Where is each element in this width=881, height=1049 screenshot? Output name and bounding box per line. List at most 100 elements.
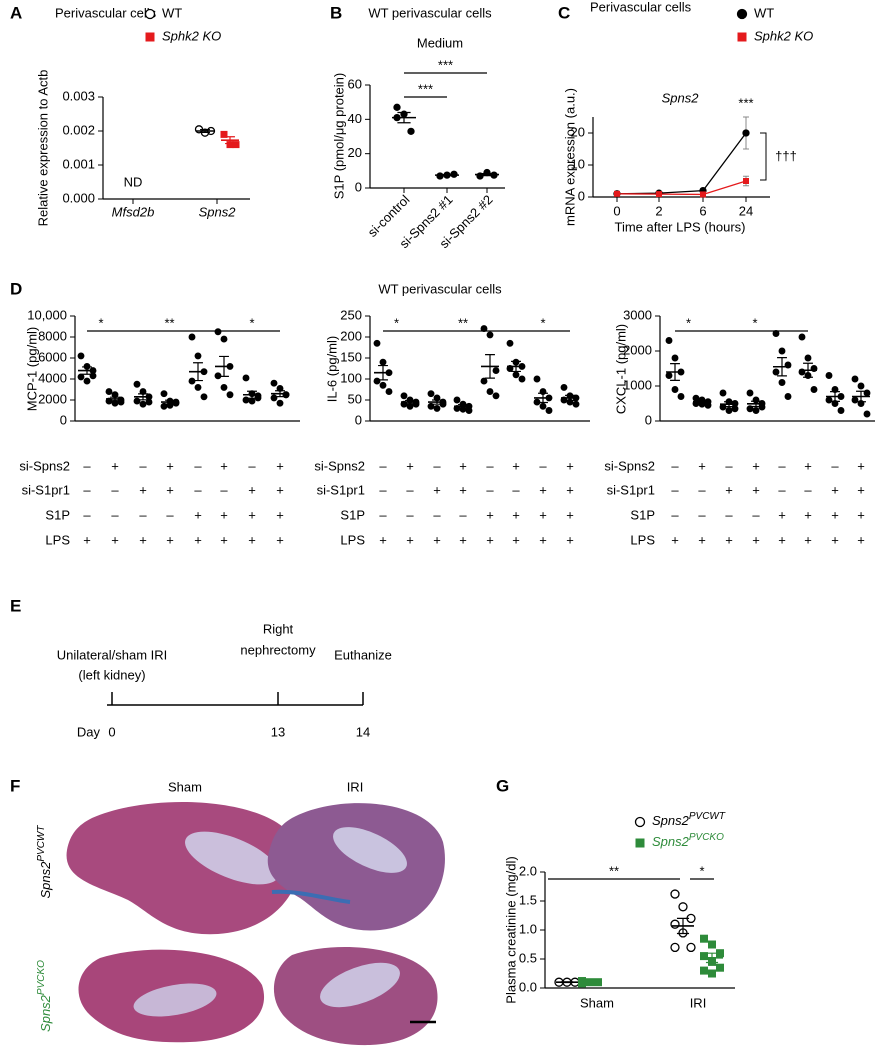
condition-mark: – bbox=[111, 482, 119, 497]
condition-mark: + bbox=[566, 458, 574, 473]
condition-mark: + bbox=[512, 532, 520, 547]
data-point bbox=[220, 130, 228, 138]
y-tick-label: 8000 bbox=[38, 328, 67, 343]
y-tick-label: 40 bbox=[348, 111, 362, 126]
condition-label: LPS bbox=[45, 532, 70, 547]
condition-mark: – bbox=[379, 507, 387, 522]
condition-mark: + bbox=[166, 532, 174, 547]
panel-label: C bbox=[558, 3, 570, 22]
y-tick-label: 10 bbox=[571, 156, 585, 171]
data-point bbox=[752, 407, 760, 414]
data-point bbox=[700, 966, 708, 975]
error-bar bbox=[670, 363, 680, 381]
error-bar bbox=[485, 354, 495, 379]
error-bar bbox=[165, 399, 175, 405]
error-bar bbox=[697, 400, 707, 404]
panel-label: F bbox=[10, 776, 20, 795]
error-bar bbox=[138, 393, 148, 401]
y-tick-label: 3000 bbox=[623, 307, 652, 322]
data-point bbox=[533, 375, 541, 383]
condition-mark: + bbox=[539, 507, 547, 522]
data-point bbox=[772, 330, 780, 337]
condition-mark: + bbox=[804, 458, 812, 473]
data-point bbox=[160, 390, 168, 398]
y-tick-label: 20 bbox=[348, 145, 362, 160]
condition-mark: + bbox=[220, 507, 228, 522]
data-point bbox=[242, 374, 250, 382]
error-bar bbox=[583, 981, 597, 984]
error-bar bbox=[275, 390, 285, 398]
kidney-pelvis bbox=[333, 827, 407, 873]
data-point bbox=[671, 386, 679, 393]
data-point bbox=[656, 191, 662, 198]
data-point bbox=[851, 375, 859, 383]
condition-mark: – bbox=[406, 482, 414, 497]
error-bar bbox=[110, 396, 120, 402]
error-bar bbox=[480, 172, 494, 177]
condition-label: S1P bbox=[630, 507, 655, 522]
data-point bbox=[545, 407, 553, 414]
error-bar bbox=[219, 355, 229, 377]
data-point bbox=[194, 383, 202, 391]
condition-mark: + bbox=[725, 532, 733, 547]
data-point bbox=[407, 127, 415, 136]
y-tick-label: 0.000 bbox=[62, 190, 95, 205]
series-line bbox=[616, 180, 747, 196]
significance-label: *** bbox=[418, 81, 433, 96]
condition-mark: + bbox=[539, 532, 547, 547]
significance-label: *** bbox=[438, 57, 453, 72]
significance-label: ††† bbox=[775, 148, 797, 163]
condition-mark: + bbox=[459, 458, 467, 473]
error-bar bbox=[751, 400, 761, 408]
condition-mark: – bbox=[831, 458, 839, 473]
kidney-image bbox=[66, 801, 300, 935]
data-point bbox=[716, 963, 724, 972]
condition-mark: + bbox=[512, 507, 520, 522]
condition-mark: + bbox=[857, 458, 865, 473]
condition-mark: – bbox=[752, 507, 760, 522]
legend-label: WT bbox=[162, 5, 182, 20]
condition-mark: – bbox=[83, 507, 91, 522]
condition-label: LPS bbox=[630, 532, 655, 547]
condition-label: si-Spns2 bbox=[604, 458, 655, 473]
y-tick-label: 6000 bbox=[38, 349, 67, 364]
condition-mark: – bbox=[83, 458, 91, 473]
timeline-day: 14 bbox=[356, 724, 370, 739]
condition-mark: + bbox=[752, 532, 760, 547]
y-axis-label: mRNA expression (a.u.) bbox=[562, 88, 577, 226]
condition-mark: + bbox=[406, 458, 414, 473]
legend-label: Sphk2 KO bbox=[754, 28, 813, 43]
data-point bbox=[677, 393, 685, 400]
y-tick-label: 0.001 bbox=[62, 156, 95, 171]
significance-label: ** bbox=[458, 315, 468, 330]
y-tick-label: 0 bbox=[355, 412, 362, 427]
x-tick-label: Spns2 bbox=[199, 204, 237, 219]
kidney-pelvis bbox=[185, 831, 279, 885]
data-point bbox=[226, 141, 234, 149]
data-point bbox=[194, 352, 202, 360]
data-point bbox=[506, 339, 514, 347]
x-tick-label: Sham bbox=[580, 995, 614, 1010]
y-tick-label: 20 bbox=[571, 124, 585, 139]
y-tick-label: 0 bbox=[60, 412, 67, 427]
data-point bbox=[670, 942, 680, 953]
condition-mark: – bbox=[379, 458, 387, 473]
panel-label: A bbox=[10, 3, 22, 22]
data-point bbox=[670, 919, 680, 929]
error-bar bbox=[397, 111, 411, 124]
condition-label: S1P bbox=[340, 507, 365, 522]
condition-mark: + bbox=[539, 482, 547, 497]
y-tick-label: 0.5 bbox=[519, 950, 537, 965]
kidney-pelvis bbox=[133, 983, 217, 1017]
y-tick-label: 4000 bbox=[38, 370, 67, 385]
data-point bbox=[492, 392, 500, 400]
y-axis-label: Plasma creatinine (mg/dl) bbox=[503, 856, 518, 1003]
condition-mark: + bbox=[857, 507, 865, 522]
y-tick-label: 0.0 bbox=[519, 979, 537, 994]
condition-mark: – bbox=[725, 458, 733, 473]
panel-header: WT perivascular cells bbox=[378, 281, 502, 296]
legend-marker bbox=[144, 8, 156, 20]
error-bar bbox=[193, 362, 203, 382]
image-row-label: Spns2PVCWT bbox=[36, 825, 54, 899]
condition-mark: + bbox=[831, 507, 839, 522]
